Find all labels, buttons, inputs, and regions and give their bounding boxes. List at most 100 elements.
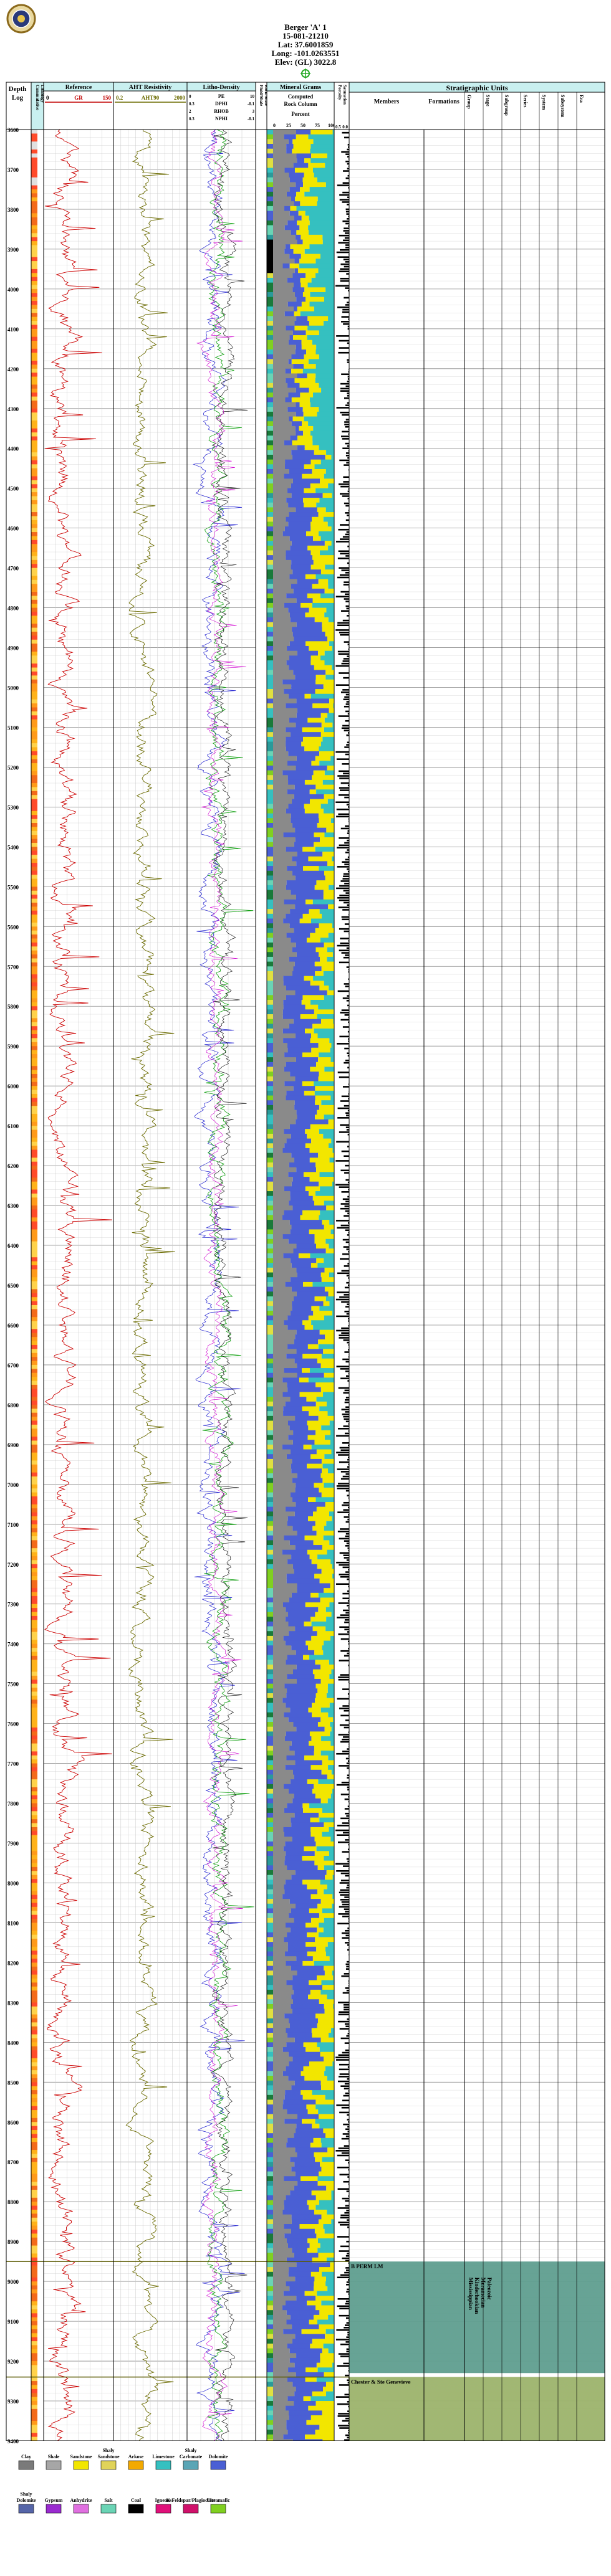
- lithology-bed: [37, 1556, 44, 1561]
- crossplot-bed: [267, 617, 273, 623]
- sandstone-fraction: [303, 411, 317, 417]
- lithology-bed: [37, 1038, 44, 1043]
- lithology-bed: [37, 1612, 44, 1617]
- clay-fraction: [273, 789, 287, 795]
- crossplot-bed: [267, 909, 273, 915]
- limestone-fraction: [323, 1650, 334, 1656]
- limestone-fraction: [315, 378, 334, 384]
- sandstone-fraction: [317, 1631, 334, 1637]
- lithology-bed: [37, 647, 44, 652]
- limestone-fraction: [327, 799, 334, 804]
- lithology-bed: [37, 1126, 44, 1131]
- lithology-bed: [37, 2170, 44, 2174]
- dolomite-fraction: [291, 493, 323, 498]
- crossplot-bed: [267, 1961, 273, 1967]
- crossplot-bed: [267, 1277, 273, 1283]
- sandstone-fraction: [312, 1626, 326, 1632]
- clay-fraction: [273, 2066, 286, 2071]
- porosity-max: 0.0: [342, 125, 348, 130]
- limestone-fraction: [330, 1430, 334, 1436]
- cumulative-lithology-bed: [31, 1863, 37, 1868]
- dolomite-fraction: [287, 1516, 309, 1522]
- dolomite-fraction: [286, 660, 311, 666]
- limestone-fraction: [319, 1406, 334, 1412]
- crossplot-bed: [267, 947, 273, 953]
- lithology-bed: [37, 1129, 44, 1134]
- sandstone-fraction: [314, 1674, 330, 1680]
- dolomite-fraction: [284, 1884, 307, 1890]
- sandstone-fraction: [314, 842, 334, 847]
- lithology-bed: [37, 783, 44, 787]
- cumulative-lithology-bed: [31, 819, 37, 824]
- lithology-bed: [37, 1409, 44, 1414]
- sandstone-fraction: [314, 1851, 329, 1856]
- cumulative-lithology-bed: [31, 1460, 37, 1465]
- lithology-bed: [37, 1894, 44, 1899]
- crossplot-bed: [267, 952, 273, 958]
- limestone-fraction: [307, 282, 334, 288]
- dolomite-fraction: [291, 421, 302, 427]
- clay-fraction: [273, 1124, 290, 1129]
- dolomite-fraction: [286, 593, 307, 599]
- crossplot-bed: [267, 1358, 273, 1364]
- sandstone-fraction: [311, 2028, 332, 2033]
- lithology-bed: [37, 699, 44, 704]
- clay-fraction: [273, 1014, 283, 1020]
- lithology-bed: [37, 368, 44, 373]
- crossplot-bed: [267, 1143, 273, 1149]
- dolomite-fraction: [290, 732, 321, 738]
- sandstone-fraction: [304, 746, 319, 752]
- elevation: Elev: (GL) 3022.8: [275, 57, 337, 67]
- limestone-fraction: [310, 158, 334, 164]
- dolomite-fraction: [296, 1483, 314, 1488]
- cumulative-lithology-bed: [31, 133, 37, 138]
- lithology-bed: [37, 1979, 44, 1983]
- crossplot-bed: [267, 144, 273, 150]
- dolomite-fraction: [287, 2430, 315, 2435]
- clay-fraction: [273, 808, 286, 814]
- crossplot-bed: [267, 2382, 273, 2387]
- lithology-bed: [37, 1532, 44, 1537]
- dolomite-fraction: [288, 1717, 321, 1723]
- lithology-bed: [37, 711, 44, 716]
- clay-fraction: [273, 1052, 285, 1058]
- sandstone-fraction: [318, 2253, 334, 2258]
- crossplot-bed: [267, 842, 273, 847]
- sandstone-fraction: [322, 2348, 329, 2354]
- crossplot-bed: [267, 536, 273, 541]
- limestone-fraction: [299, 263, 334, 269]
- lithology-bed: [37, 2381, 44, 2385]
- dolomite-fraction: [284, 1052, 302, 1058]
- sandstone-fraction: [312, 2123, 320, 2129]
- lithology-bed: [37, 731, 44, 736]
- lithology-bed: [37, 1751, 44, 1756]
- cumulative-lithology-bed: [31, 173, 37, 178]
- crossplot-bed: [267, 899, 273, 905]
- cumulative-lithology-bed: [31, 1652, 37, 1656]
- sandstone-fraction: [318, 1415, 334, 1421]
- sandstone-fraction: [306, 531, 319, 536]
- lithology-bed: [37, 432, 44, 437]
- clay-fraction: [273, 818, 291, 824]
- dolomite-fraction: [294, 1105, 320, 1111]
- sandstone-fraction: [326, 2185, 334, 2191]
- limestone-fraction: [319, 330, 334, 336]
- clay-fraction: [273, 483, 291, 489]
- cumulative-lithology-bed: [31, 2229, 37, 2234]
- lithology-bed: [37, 2428, 44, 2433]
- clay-fraction: [273, 359, 289, 364]
- crossplot-bed: [267, 2080, 273, 2086]
- cumulative-lithology-bed: [31, 584, 37, 589]
- dolomite-fraction: [282, 263, 290, 269]
- sandstone-fraction: [315, 1660, 329, 1665]
- cumulative-lithology-bed: [31, 1743, 37, 1748]
- cumulative-lithology-bed: [31, 2070, 37, 2075]
- dolomite-fraction: [290, 1779, 307, 1785]
- sandstone-fraction: [301, 282, 308, 288]
- sandstone-fraction: [302, 727, 324, 733]
- lithology-bed: [37, 1568, 44, 1573]
- crossplot-bed: [267, 311, 273, 316]
- dolomite-fraction: [286, 1731, 310, 1737]
- limestone-fraction: [314, 464, 334, 470]
- cumulative-lithology-bed: [31, 2289, 37, 2294]
